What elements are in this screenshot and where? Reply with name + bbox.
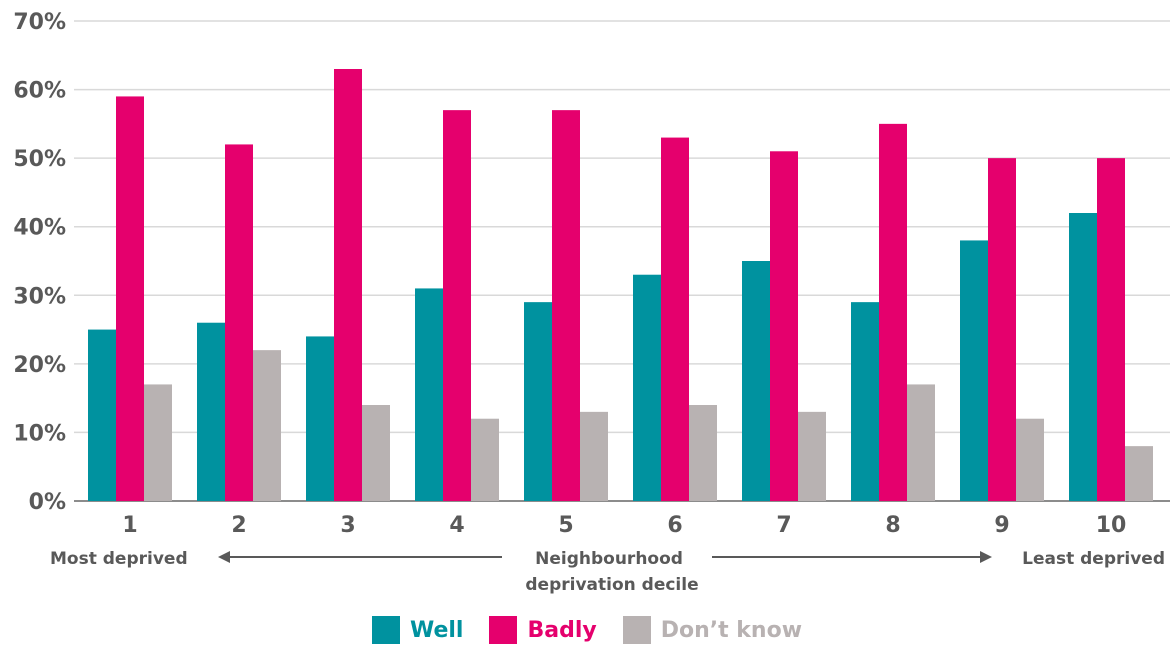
legend-item: Don’t know [622,616,803,644]
category-label: 8 [885,513,900,538]
bar-badly-8 [879,123,907,501]
bar-well-10 [1069,213,1097,501]
bar-don-t-know-10 [1125,446,1153,501]
bar-don-t-know-9 [1016,418,1044,501]
bar-don-t-know-8 [907,384,935,501]
bar-badly-10 [1097,158,1125,501]
bar-don-t-know-5 [580,411,608,501]
category-label: 6 [667,513,682,538]
category-label: 5 [558,513,573,538]
category-label: 1 [122,513,137,538]
y-tick-label: 70% [13,10,66,35]
right-annotation: Least deprived [1022,549,1165,569]
legend-label: Don’t know [660,617,803,643]
category-label: 3 [340,513,355,538]
category-label: 2 [231,513,246,538]
bar-badly-3 [334,69,362,501]
bar-badly-2 [225,144,253,501]
legend-item: Badly [489,616,597,644]
bar-badly-6 [661,137,689,502]
legend-swatch [622,616,651,644]
bar-don-t-know-2 [253,350,281,501]
x-axis-label: Neighbourhood deprivation decile [525,549,698,595]
bar-well-1 [88,329,116,501]
category-label: 4 [449,513,464,538]
y-tick-label: 60% [13,79,66,104]
bar-well-3 [306,336,334,501]
category-label: 9 [994,513,1009,538]
legend: Well Badly Don’t know [0,612,1174,648]
bars [88,69,1153,502]
y-tick-label: 10% [13,421,66,446]
bar-don-t-know-6 [689,405,717,501]
y-tick-label: 40% [13,216,66,241]
y-tick-label: 30% [13,284,66,309]
bar-don-t-know-3 [362,405,390,501]
x-axis-categories: 1 2 3 4 5 6 7 8 9 10 [122,513,1126,538]
bar-badly-5 [552,110,580,502]
bar-don-t-know-4 [471,418,499,501]
bar-badly-1 [116,96,144,501]
bar-don-t-know-1 [144,384,172,501]
y-tick-label: 0% [29,490,66,515]
bar-badly-9 [988,158,1016,501]
right-arrow-icon [712,551,992,563]
left-arrow-icon [218,551,502,563]
bar-badly-7 [770,151,798,502]
bar-chart: 0% 10% 20% 30% 40% 50% 60% 70% 1 2 3 4 5 6 7 8 9 10 Most… [13,10,1170,595]
legend-item: Well [371,616,464,644]
bar-badly-4 [443,110,471,502]
y-tick-label: 20% [13,353,66,378]
y-tick-label: 50% [13,147,66,172]
category-label: 10 [1096,513,1127,538]
legend-label: Well [409,617,464,643]
bar-well-2 [197,322,225,501]
left-annotation: Most deprived [50,549,188,569]
bar-well-7 [742,261,770,501]
y-axis-ticks: 0% 10% 20% 30% 40% 50% 60% 70% [13,10,66,515]
bar-don-t-know-7 [798,411,826,501]
legend-swatch [371,616,400,644]
bar-well-6 [633,274,661,501]
category-label: 7 [776,513,791,538]
legend-swatch [489,616,518,644]
bar-well-9 [960,240,988,501]
bar-well-4 [415,288,443,501]
bar-well-5 [524,302,552,501]
bar-well-8 [851,302,879,501]
legend-label: Badly [527,617,597,643]
